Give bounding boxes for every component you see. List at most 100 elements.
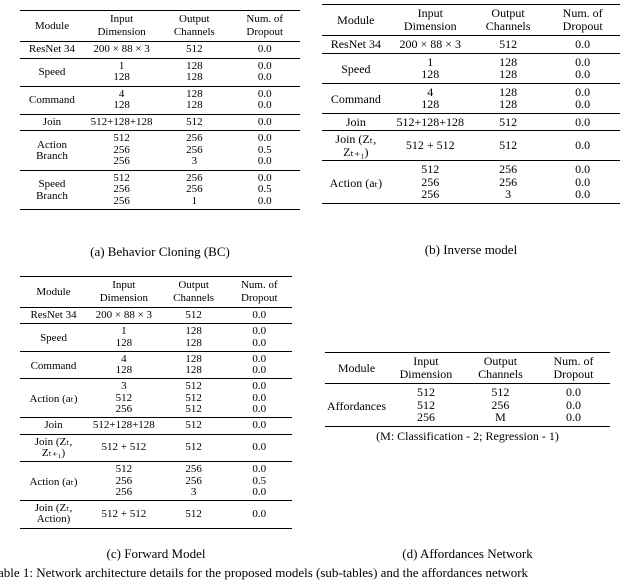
- module-cell: Action Branch: [20, 130, 84, 170]
- cell: 512: [87, 461, 161, 476]
- cell: 0.0: [252, 391, 267, 404]
- module-cell: Speed: [322, 52, 390, 83]
- cell: 256: [186, 183, 203, 195]
- row: Action Branch 512 256 0.0: [20, 130, 300, 170]
- row: Join (Zₜ, Zₜ₊₁) 512 + 512 512 0.0: [20, 433, 292, 462]
- module-cell: Speed: [20, 323, 88, 352]
- row: 128 128 0.0: [322, 98, 620, 113]
- row: Command 4 128 0.0: [20, 350, 292, 379]
- cell: 0.0: [252, 485, 267, 498]
- header-cell: Input Dimension: [388, 352, 464, 384]
- cell: 0.0: [545, 35, 620, 53]
- row: Command 4 128 0.0: [20, 85, 300, 114]
- header-cell: Module: [322, 4, 390, 36]
- row: Speed Branch 512 256 0.0: [20, 169, 300, 210]
- header-row: Module Input Dimension Output Channels Num.…: [325, 352, 610, 384]
- table-b: Module Input Dimension Output Channels Num.…: [322, 4, 620, 204]
- cell: 512 + 512: [87, 433, 161, 462]
- header-cell: Output Channels: [160, 276, 227, 308]
- module-cell: Action (aₜ): [20, 461, 88, 501]
- cell: 512: [160, 500, 227, 529]
- table: Module Input Dimension Output Channels Num.…: [322, 4, 620, 204]
- cell: 512: [83, 169, 160, 184]
- module-cell: Affordances: [325, 383, 389, 426]
- cell: 0.0: [257, 99, 272, 111]
- cell: 0.0: [565, 397, 581, 412]
- caption: (b) Inverse model: [424, 242, 518, 257]
- cell: 128: [499, 97, 518, 111]
- cell: 0.0: [536, 383, 610, 399]
- cell: 128: [185, 336, 202, 349]
- cell: 0.0: [229, 130, 300, 145]
- cell: 256: [421, 187, 440, 201]
- cell: 256: [491, 397, 510, 412]
- cell: 0.0: [252, 403, 267, 416]
- row: 256 M 0.0: [325, 411, 610, 426]
- header-cell: Module: [20, 10, 84, 42]
- cell: 0.0: [226, 500, 292, 529]
- cell: 0.0: [226, 461, 292, 476]
- cell: 512: [470, 112, 546, 131]
- cell: 0.0: [257, 71, 272, 83]
- cell: 128: [115, 364, 133, 377]
- cell: 256: [499, 174, 518, 189]
- cell: 512: [159, 113, 230, 131]
- row: 256 256 0.5: [20, 474, 292, 487]
- module-cell: Join: [20, 113, 84, 131]
- cell: 0.0: [226, 433, 292, 462]
- cell: 256: [113, 143, 130, 156]
- cell: 256: [115, 485, 133, 498]
- table-d: Module Input Dimension Output Channels Num.…: [325, 352, 610, 442]
- cell: 128: [159, 57, 230, 72]
- cell: 256: [186, 143, 203, 156]
- cell: 512 + 512: [87, 500, 161, 529]
- row: Command 4 128 0.0: [322, 82, 620, 113]
- header-row: Module Input Dimension Output Channels Num.…: [322, 4, 620, 36]
- cell: 0.0: [545, 112, 620, 131]
- table: Module Input Dimension Output Channels Num.…: [20, 276, 292, 529]
- cell: 0.0: [229, 41, 300, 58]
- cell: 0.0: [545, 52, 620, 68]
- cell: 0.0: [575, 187, 591, 201]
- row: Affordances 512 512 0.0: [325, 383, 610, 426]
- cell: 0.0: [257, 155, 272, 167]
- row: Join 512+128+128 512 0.0: [322, 112, 620, 131]
- cell: 512: [470, 35, 546, 53]
- row: 256 256 0.0: [322, 174, 620, 189]
- cell: 512: [159, 41, 230, 58]
- cell: 128: [186, 99, 203, 111]
- cell: 256: [115, 474, 133, 487]
- cell: 0.0: [545, 82, 620, 98]
- header-cell: Module: [325, 352, 389, 384]
- header-cell: Num. of Dropout: [226, 276, 292, 308]
- row: Action (aₜ) 512 256 0.0: [20, 461, 292, 501]
- module-cell: Join (Zₜ, Zₜ₊₁): [20, 433, 88, 462]
- module-cell: Join: [322, 112, 390, 131]
- row: 256 512 0.0: [20, 404, 292, 418]
- cell: 0.0: [545, 160, 620, 176]
- cell: 200 × 88 × 3: [83, 41, 160, 58]
- cell: 512: [160, 417, 227, 435]
- row: 256 3 0.0: [20, 485, 292, 501]
- row: Join 512+128+128 512 0.0: [20, 417, 292, 435]
- cell: 512: [470, 130, 546, 161]
- cell: 0.0: [226, 417, 292, 435]
- cell: 256: [115, 403, 133, 416]
- cell: 512: [160, 433, 227, 462]
- row: 512 256 0.0: [325, 397, 610, 412]
- cell: 256: [159, 169, 230, 184]
- cell: 0.5: [257, 143, 272, 156]
- cell: 512: [83, 130, 160, 145]
- header-cell: Output Channels: [463, 352, 537, 384]
- cell: 512: [160, 306, 227, 324]
- cell: 512 + 512: [389, 130, 471, 161]
- header-cell: Input Dimension: [83, 10, 160, 42]
- row: 128 128 0.0: [20, 71, 300, 86]
- cell: 0.0: [229, 57, 300, 72]
- cell: 256: [159, 130, 230, 145]
- cell: 256: [470, 160, 546, 176]
- module-cell: Action (aₜ): [322, 160, 390, 203]
- cell: 128: [185, 364, 202, 377]
- cell: 256: [185, 474, 202, 487]
- cell: 200 × 88 × 3: [87, 306, 161, 324]
